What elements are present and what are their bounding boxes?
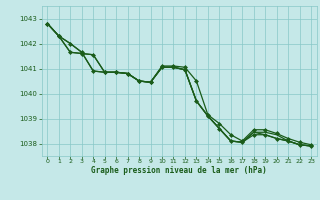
- X-axis label: Graphe pression niveau de la mer (hPa): Graphe pression niveau de la mer (hPa): [91, 166, 267, 175]
